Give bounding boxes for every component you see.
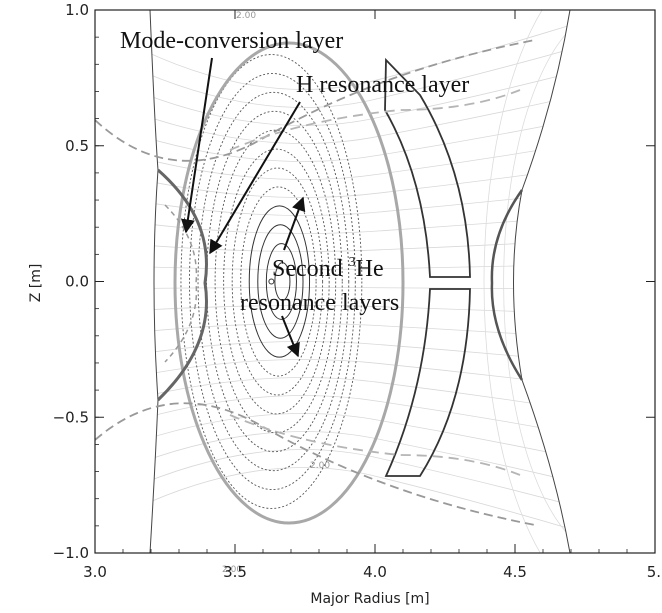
annotations: Mode-conversion layer H resonance layer … [120, 28, 469, 358]
contour-label: 2.00 [222, 565, 242, 575]
flux-surface [214, 129, 337, 434]
separatrix-lower [95, 402, 536, 526]
h-resonance-arrow [209, 101, 301, 255]
flux-surface [265, 243, 297, 320]
magnetic-axis-marker [268, 278, 275, 285]
flux-surface [274, 262, 291, 301]
x-axis-title: Major Radius [m] [310, 591, 429, 607]
flux-surface [240, 186, 317, 377]
right-resonance-arc [490, 189, 524, 381]
y-tick-label: 1.0 [65, 1, 89, 19]
plasma-boundary [173, 41, 405, 525]
x-tick-label: 4.5 [503, 563, 527, 581]
resonance-lower-curve [229, 414, 521, 476]
x-tick-label: 3.0 [83, 563, 107, 581]
he3-arrow-up [283, 196, 306, 251]
flux-surface [206, 110, 343, 453]
contour-label: 2.00 [310, 461, 330, 471]
axes: 3.0 3.5 4.0 4.5 5. 1.0 0.5 0.0 −0.5 −1.0 [53, 1, 661, 581]
y-tick-label: −0.5 [53, 408, 89, 426]
flux-surfaces [180, 54, 363, 509]
y-axis-title: Z [m] [28, 264, 44, 303]
antenna-structure [384, 57, 471, 278]
he3-label-line2: resonance layers [240, 290, 399, 316]
h-resonance-label: H resonance layer [296, 72, 469, 98]
flux-surface [231, 167, 324, 396]
vessel-wall-right-edge [513, 10, 571, 553]
vessel-wall-left-edge [149, 10, 159, 553]
vessel-wall-right [513, 10, 655, 553]
field-line [483, 10, 543, 553]
flux-surface [197, 91, 350, 472]
he3-label-second: Second [272, 256, 349, 282]
y-tick-label: 0.5 [65, 137, 89, 155]
left-resonance-arc [156, 168, 208, 402]
x-tick-label: 4.0 [363, 563, 387, 581]
contour-labels: 2.00 2.00 2.00 [222, 11, 330, 575]
x-tick-label: 3.5 [223, 563, 247, 581]
flux-surface [189, 72, 356, 491]
resonance-upper-curve [229, 89, 521, 151]
vessel-wall-left [95, 10, 158, 553]
contour-label: 2.00 [236, 11, 256, 21]
he3-arrow-down [281, 315, 300, 358]
field-line [503, 10, 655, 553]
y-tick-label: −1.0 [53, 544, 89, 562]
he3-label-he: He [356, 256, 384, 282]
flux-surface [257, 224, 304, 339]
mode-conversion-arrow [180, 57, 213, 234]
he3-label-sup: 3 [349, 255, 356, 270]
flux-surface [223, 148, 330, 415]
mode-conversion-label: Mode-conversion layer [120, 28, 343, 54]
he3-label-line1: Second 3He [272, 255, 384, 282]
flux-surface [248, 205, 311, 358]
machine-structures [95, 10, 655, 553]
antenna-structure-lower [384, 288, 471, 477]
flux-surface [180, 54, 363, 509]
y-tick-label: 0.0 [65, 273, 89, 291]
x-tick-label: 5. [647, 563, 661, 581]
